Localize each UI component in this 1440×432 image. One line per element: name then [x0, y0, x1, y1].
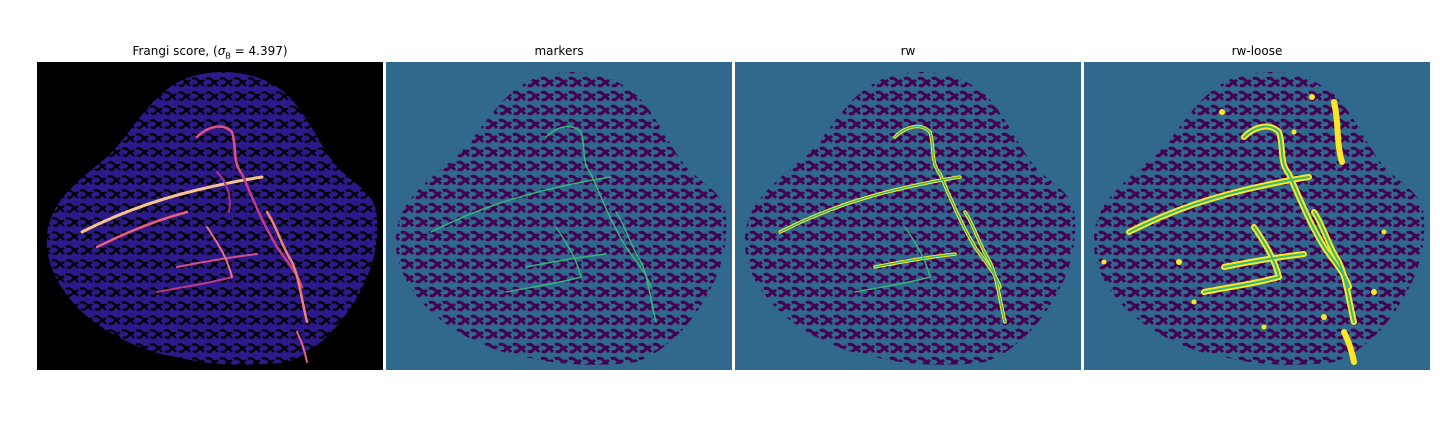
- tissue-region: [395, 71, 727, 365]
- markers-svg: [386, 62, 732, 370]
- vessel-markers: [430, 125, 657, 323]
- tissue-region: [46, 71, 378, 365]
- frangi-score-svg: [37, 62, 383, 370]
- markers-image: [386, 62, 732, 370]
- rw-image: [735, 62, 1081, 370]
- rw-loose-blobs: [1101, 94, 1387, 330]
- rw-svg: [735, 62, 1081, 370]
- rw-loose-title: rw-loose: [1231, 44, 1283, 58]
- rw-vessels: [778, 124, 1007, 324]
- rw-loose-image: [1084, 62, 1430, 370]
- frangi-score-image: [37, 62, 383, 370]
- rw-title: rw: [900, 44, 916, 58]
- markers-title: markers: [534, 44, 584, 58]
- rw-loose-svg: [1084, 62, 1430, 370]
- rw-loose-vessels: [1101, 94, 1387, 365]
- vessel-highlights: [80, 125, 309, 363]
- tissue-region: [744, 71, 1076, 365]
- frangi-score-title: Frangi score, (σB = 4.397): [132, 44, 288, 61]
